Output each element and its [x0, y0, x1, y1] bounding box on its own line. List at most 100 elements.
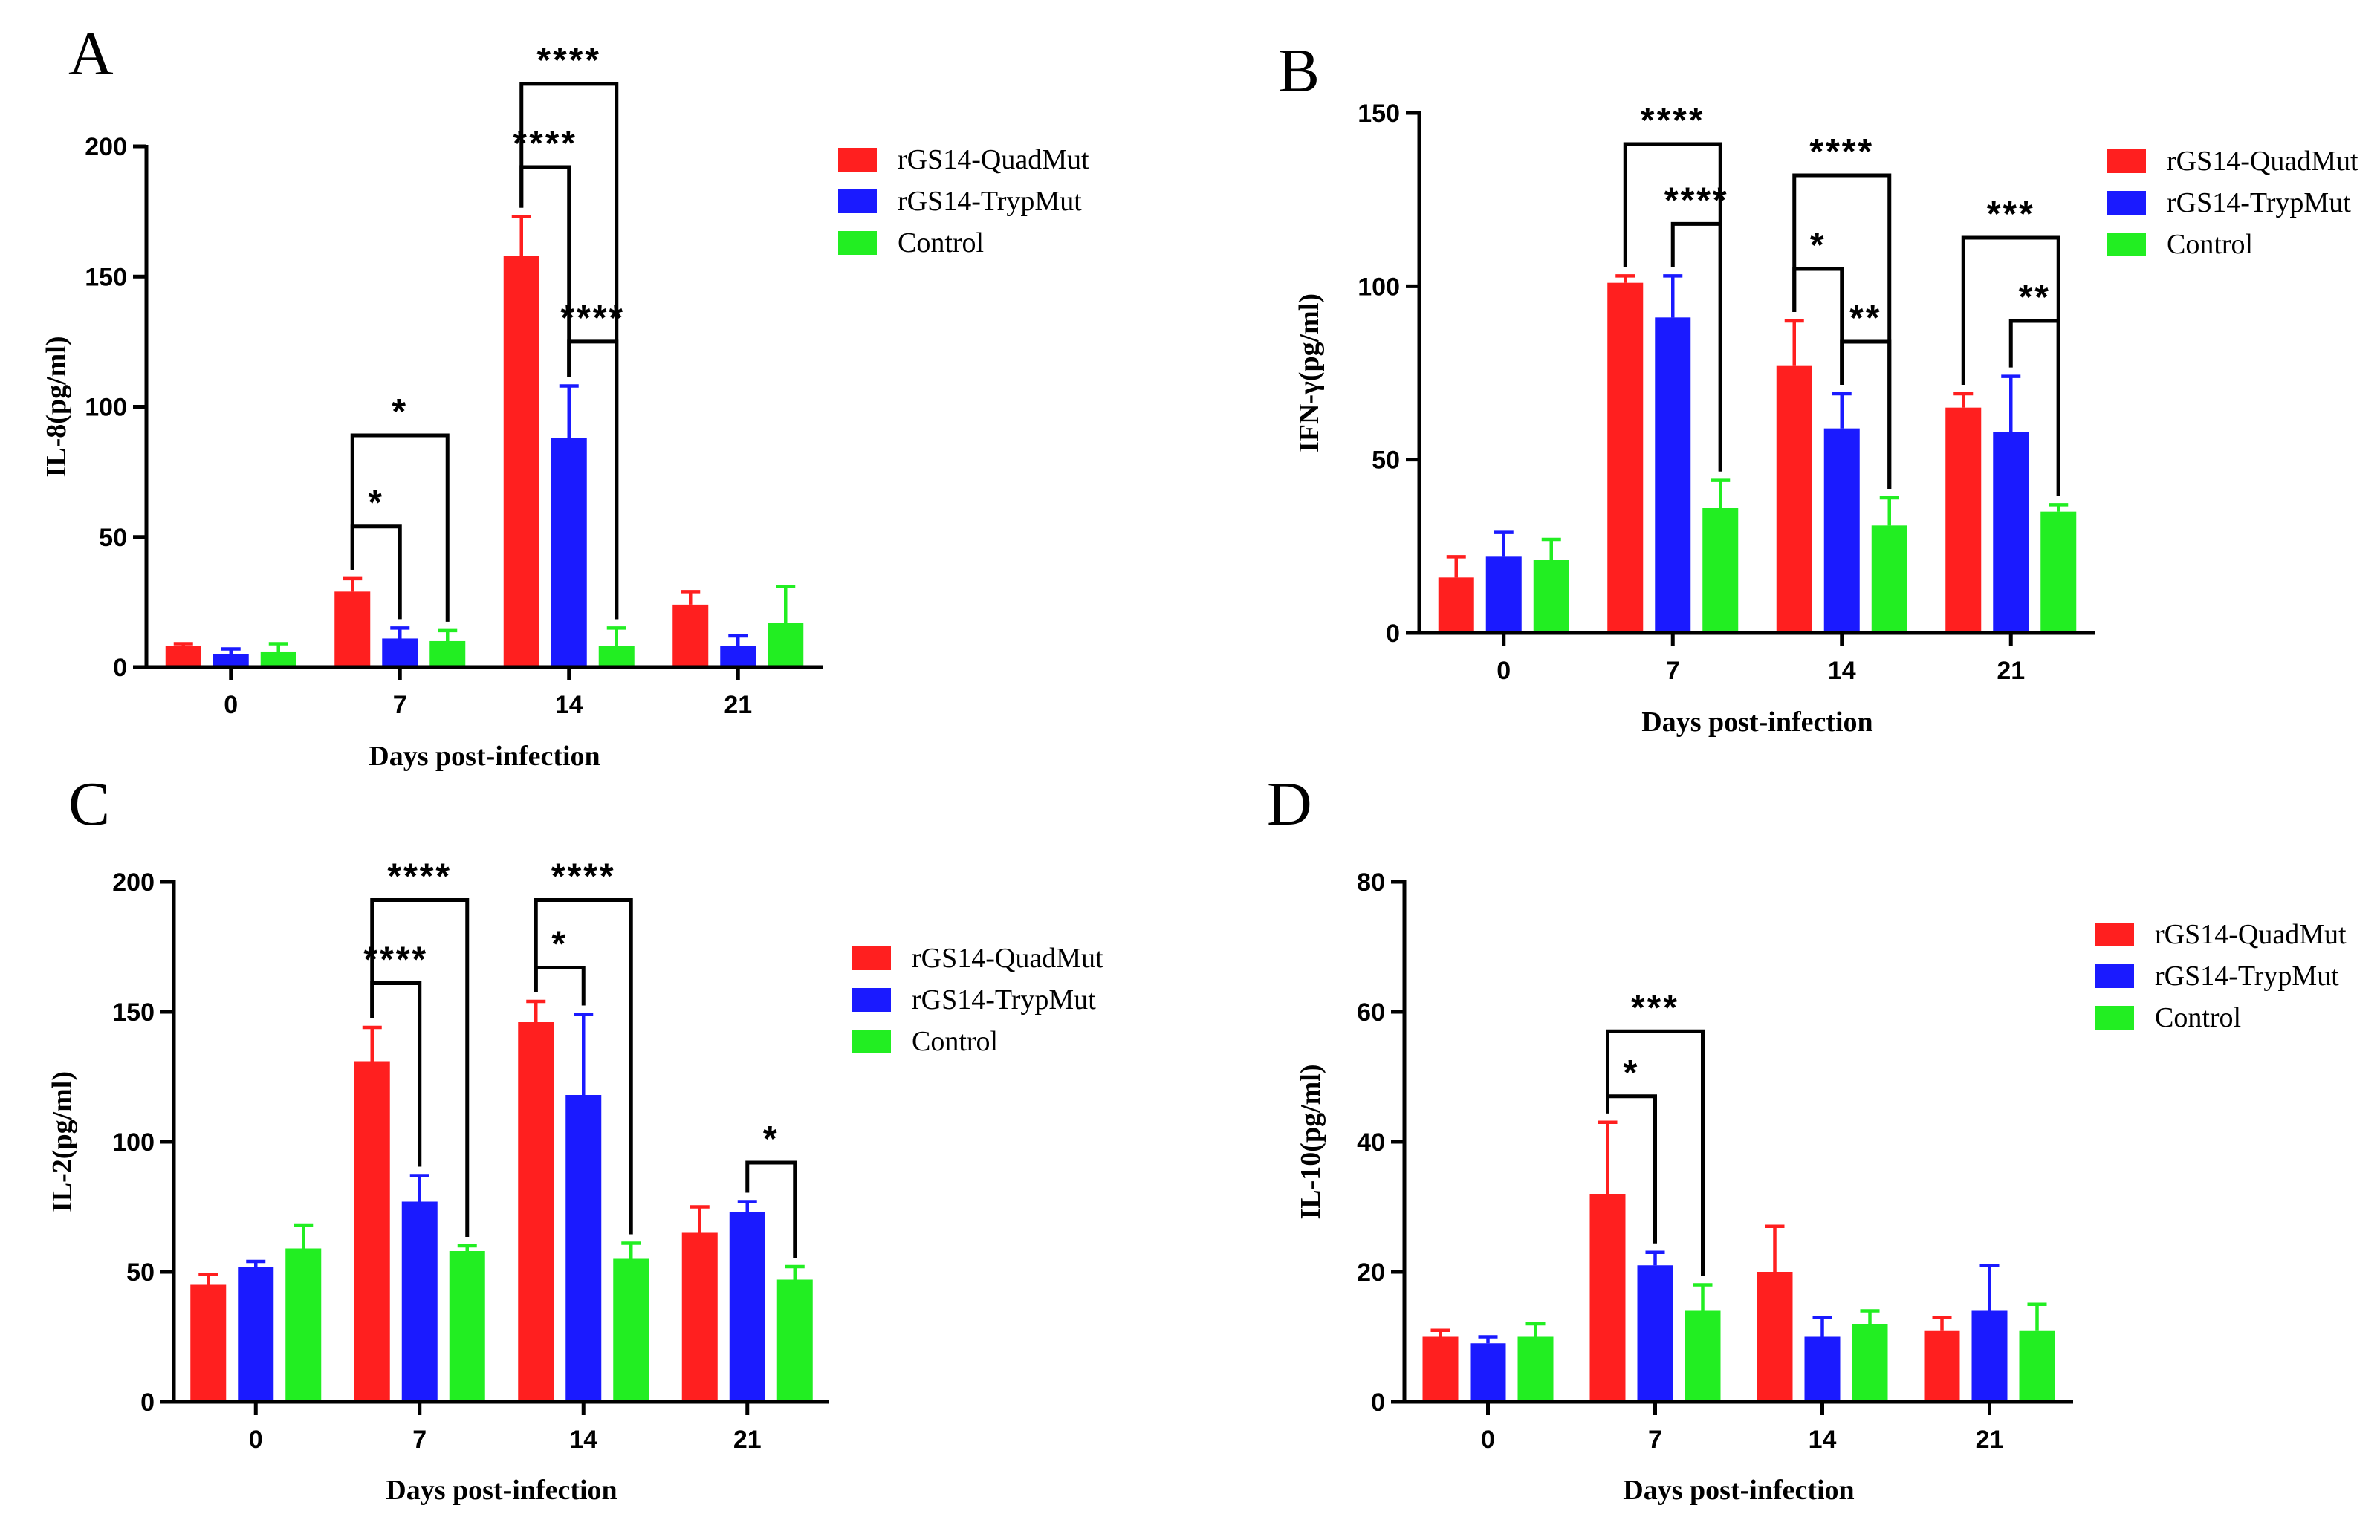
legend-label: Control	[912, 1026, 998, 1057]
error-bar	[362, 1025, 382, 1062]
significance-label: *	[1624, 1053, 1640, 1093]
bar-control-day-0	[260, 651, 296, 667]
x-tick-label: 14	[1809, 1426, 1837, 1454]
error-bar	[1711, 478, 1731, 508]
error-bar	[737, 1200, 757, 1212]
bar-rgs14-quadmut-day-21	[681, 1232, 718, 1402]
error-bar	[690, 1205, 710, 1233]
error-bar	[1953, 392, 1974, 408]
bar-control-day-21	[2040, 511, 2077, 633]
error-bar	[1541, 537, 1561, 560]
legend-swatch-rgs14-quadmut	[2107, 149, 2146, 173]
legend-label: rGS14-QuadMut	[2167, 146, 2358, 177]
y-tick-label: 40	[1357, 1128, 1385, 1157]
x-tick-label: 14	[569, 1426, 597, 1454]
legend-swatch-rgs14-quadmut	[838, 148, 877, 172]
legend-label: rGS14-TrypMut	[2167, 187, 2351, 218]
x-tick-label: 21	[724, 691, 752, 719]
error-bar	[409, 1174, 429, 1202]
y-tick-label: 80	[1357, 868, 1385, 897]
error-bar	[1812, 1316, 1832, 1337]
error-bar	[268, 642, 288, 652]
bar-rgs14-quadmut-day-7	[1607, 282, 1644, 633]
y-tick-label: 60	[1357, 998, 1385, 1027]
significance-bracket	[370, 898, 470, 1237]
y-axis-title: IL-8(pg/ml)	[41, 337, 72, 478]
error-bar	[526, 999, 546, 1022]
error-bar	[198, 1273, 218, 1285]
bar-rgs14-trypmut-day-7	[1655, 317, 1691, 633]
x-tick-label: 21	[1997, 657, 2025, 685]
bar-rgs14-trypmut-day-7	[401, 1201, 438, 1402]
x-tick-label: 7	[412, 1426, 427, 1454]
error-bar	[621, 1241, 641, 1259]
error-bar	[1446, 555, 1466, 578]
y-tick-label: 150	[85, 263, 127, 291]
bar-control-day-0	[1533, 560, 1569, 633]
bar-rgs14-quadmut-day-0	[165, 646, 201, 667]
y-tick-label: 150	[1358, 100, 1400, 128]
error-bar	[1663, 274, 1683, 318]
error-bar	[681, 590, 701, 605]
bar-control-day-7	[1685, 1310, 1721, 1402]
bar-control-day-7	[429, 640, 466, 667]
x-tick-label: 14	[1828, 657, 1856, 685]
legend-swatch-rgs14-trypmut	[2107, 191, 2146, 215]
legend-swatch-control	[2095, 1006, 2134, 1030]
bar-rgs14-quadmut-day-0	[1438, 577, 1474, 633]
legend-label: Control	[2155, 1002, 2241, 1033]
y-tick-label: 50	[126, 1258, 155, 1287]
error-bar	[2001, 374, 2021, 432]
significance-bracket	[1792, 173, 1892, 489]
x-tick-label: 0	[1497, 657, 1511, 685]
bar-rgs14-quadmut-day-14	[518, 1022, 554, 1402]
y-tick-label: 50	[99, 524, 127, 552]
legend-swatch-rgs14-trypmut	[2095, 964, 2134, 988]
error-bar	[2049, 503, 2069, 512]
x-tick-label: 7	[393, 691, 407, 719]
bar-rgs14-trypmut-day-0	[1485, 556, 1522, 633]
panel-letter: A	[68, 19, 114, 88]
y-tick-label: 0	[140, 1388, 155, 1417]
legend-label: rGS14-QuadMut	[912, 943, 1103, 974]
error-bar	[1598, 1120, 1618, 1194]
legend-label: rGS14-QuadMut	[2155, 919, 2347, 950]
bar-rgs14-trypmut-day-14	[551, 438, 587, 667]
bar-rgs14-trypmut-day-21	[720, 646, 756, 667]
y-tick-label: 100	[85, 394, 127, 422]
legend-swatch-rgs14-quadmut	[852, 946, 891, 970]
bar-rgs14-trypmut-day-7	[1637, 1265, 1673, 1402]
significance-label: *	[368, 484, 384, 523]
error-bar	[1765, 1224, 1785, 1272]
y-tick-label: 0	[1371, 1388, 1385, 1417]
bar-control-day-7	[449, 1251, 485, 1402]
significance-label: ****	[560, 299, 625, 338]
error-bar	[785, 1264, 805, 1280]
significance-label: ***	[1631, 988, 1679, 1027]
error-bar	[246, 1259, 266, 1267]
y-tick-label: 0	[113, 654, 127, 682]
error-bar	[1525, 1322, 1546, 1337]
significance-label: ****	[1641, 101, 1705, 140]
error-bar	[1615, 274, 1635, 283]
bar-rgs14-trypmut-day-21	[729, 1212, 765, 1402]
bar-rgs14-quadmut-day-14	[503, 256, 539, 668]
error-bar	[173, 642, 193, 646]
error-bar	[1860, 1309, 1880, 1324]
error-bar	[1932, 1316, 1952, 1331]
significance-bracket	[1606, 1029, 1705, 1276]
panel-letter: C	[68, 770, 110, 839]
error-bar	[1784, 319, 1804, 366]
significance-label: **	[2019, 278, 2051, 317]
y-tick-label: 0	[1386, 620, 1400, 648]
bar-rgs14-quadmut-day-21	[672, 604, 709, 667]
legend-label: Control	[2167, 229, 2253, 260]
bar-control-day-0	[1517, 1336, 1554, 1402]
legend-swatch-rgs14-trypmut	[838, 189, 877, 213]
legend-swatch-rgs14-trypmut	[852, 988, 891, 1012]
bar-control-day-21	[768, 623, 804, 667]
legend-label: rGS14-TrypMut	[912, 984, 1096, 1016]
significance-bracket	[519, 82, 619, 620]
y-tick-label: 200	[85, 133, 127, 161]
bar-rgs14-trypmut-day-7	[382, 638, 418, 667]
